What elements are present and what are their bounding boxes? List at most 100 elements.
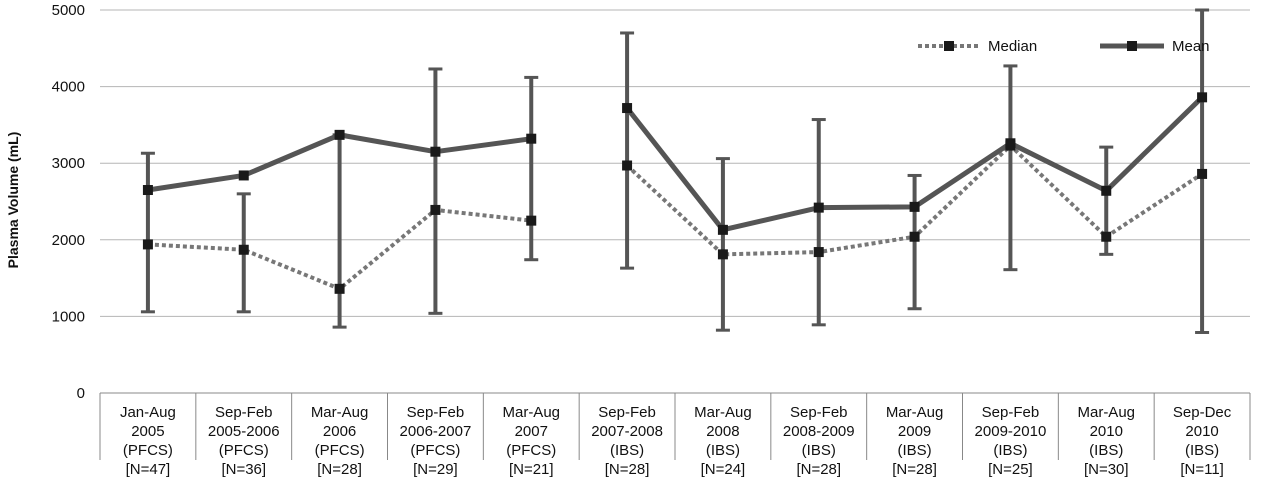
x-category-label-line: Mar-Aug	[694, 404, 752, 421]
median-point	[717, 249, 728, 260]
median-point	[430, 204, 441, 215]
x-category-label-line: (IBS)	[1185, 442, 1219, 459]
median-point	[142, 239, 153, 250]
legend: Median Mean	[918, 38, 1210, 55]
x-category-label-line: 2006-2007	[400, 423, 472, 440]
series-lines	[147, 95, 1204, 291]
median-point	[334, 283, 345, 294]
x-category-label-line: [N=36]	[221, 461, 266, 478]
y-tick-labels: 0 1000 2000 3000 4000 5000	[52, 2, 85, 402]
x-category-label-line: 2005-2006	[208, 423, 280, 440]
mean-point	[622, 103, 633, 114]
legend-median-marker	[944, 41, 954, 51]
median-point	[909, 231, 920, 242]
x-category-label-line: [N=25]	[988, 461, 1033, 478]
mean-point	[1005, 138, 1016, 149]
x-category-label-line: Sep-Feb	[215, 404, 273, 421]
mean-point	[717, 224, 728, 235]
x-category-label-line: 2009	[898, 423, 931, 440]
mean-point	[526, 133, 537, 144]
y-tick-label: 1000	[52, 308, 85, 325]
x-category-label: Sep-Feb 2007-2008 (IBS) [N=28]	[591, 404, 663, 478]
mean-point	[430, 146, 441, 157]
y-tick-label: 2000	[52, 232, 85, 249]
x-category-label-line: Mar-Aug	[502, 404, 560, 421]
median-point	[813, 247, 824, 258]
x-category-label: Mar-Aug 2006 (PFCS) [N=28]	[311, 404, 369, 478]
x-category-label-line: (PFCS)	[219, 442, 269, 459]
x-category-label-line: 2009-2010	[975, 423, 1047, 440]
x-category-label-line: Sep-Feb	[407, 404, 465, 421]
mean-point	[909, 201, 920, 212]
median-point	[238, 244, 249, 255]
x-category-label: Sep-Feb 2009-2010 (IBS) [N=25]	[975, 404, 1047, 478]
x-category-label-line: [N=29]	[413, 461, 458, 478]
mean-point	[1101, 185, 1112, 196]
x-category-label-line: 2010	[1090, 423, 1123, 440]
median-point	[622, 160, 633, 171]
x-category-label-line: 2008-2009	[783, 423, 855, 440]
x-category-label-line: [N=28]	[796, 461, 841, 478]
x-category-label-line: Mar-Aug	[311, 404, 369, 421]
x-category-label: Mar-Aug 2008 (IBS) [N=24]	[694, 404, 752, 478]
x-category-label: Jan-Aug 2005 (PFCS) [N=47]	[120, 404, 176, 478]
x-category-label-line: 2007	[515, 423, 548, 440]
x-category-label-line: [N=28]	[605, 461, 650, 478]
median-point	[1101, 231, 1112, 242]
x-category-label-line: (PFCS)	[123, 442, 173, 459]
x-category-label-line: Mar-Aug	[1077, 404, 1135, 421]
x-axis	[99, 392, 1251, 460]
y-tick-label: 4000	[52, 79, 85, 96]
y-tick-label: 5000	[52, 2, 85, 19]
x-category-label: Sep-Feb 2005-2006 (PFCS) [N=36]	[208, 404, 280, 478]
x-category-label-line: (IBS)	[610, 442, 644, 459]
x-category-label-line: 2007-2008	[591, 423, 663, 440]
x-category-label-line: [N=28]	[892, 461, 937, 478]
gridlines	[100, 9, 1250, 317]
x-category-labels: Jan-Aug 2005 (PFCS) [N=47] Sep-Feb 2005-2006 (…	[120, 404, 1232, 478]
x-category-label-line: 2010	[1185, 423, 1218, 440]
mean-point	[813, 202, 824, 213]
x-category-label-line: [N=24]	[701, 461, 746, 478]
x-category-label-line: 2008	[706, 423, 739, 440]
y-tick-label: 3000	[52, 155, 85, 172]
series-markers	[142, 92, 1208, 294]
x-category-label: Sep-Dec 2010 (IBS) [N=11]	[1173, 404, 1232, 478]
x-category-label-line: Sep-Feb	[598, 404, 656, 421]
y-axis-label: Plasma Volume (mL)	[5, 132, 21, 269]
mean-point	[142, 185, 153, 196]
x-category-label: Mar-Aug 2009 (IBS) [N=28]	[886, 404, 944, 478]
median-point	[1197, 168, 1208, 179]
x-category-label-line: (IBS)	[1089, 442, 1123, 459]
legend-mean-label: Mean	[1172, 38, 1210, 55]
error-bars	[140, 8, 1210, 334]
median-point	[526, 215, 537, 226]
x-category-label-line: (PFCS)	[315, 442, 365, 459]
x-category-label-line: Sep-Feb	[982, 404, 1040, 421]
x-category-label: Mar-Aug 2007 (PFCS) [N=21]	[502, 404, 560, 478]
x-category-label-line: (IBS)	[802, 442, 836, 459]
mean-point	[334, 129, 345, 140]
x-category-label-line: (IBS)	[706, 442, 740, 459]
x-category-label-line: 2005	[131, 423, 164, 440]
x-category-label-line: [N=28]	[317, 461, 362, 478]
x-category-label: Sep-Feb 2006-2007 (PFCS) [N=29]	[400, 404, 472, 478]
x-category-label-line: (PFCS)	[506, 442, 556, 459]
x-category-label-line: [N=21]	[509, 461, 554, 478]
mean-point	[238, 170, 249, 181]
mean-point	[1197, 92, 1208, 103]
x-category-label-line: 2006	[323, 423, 356, 440]
legend-mean-marker	[1127, 41, 1137, 51]
x-category-label-line: [N=11]	[1180, 461, 1224, 478]
x-category-label-line: Jan-Aug	[120, 404, 176, 421]
legend-median-label: Median	[988, 38, 1037, 55]
x-category-label-line: Sep-Dec	[1173, 404, 1232, 421]
x-category-label-line: Mar-Aug	[886, 404, 944, 421]
x-category-label: Sep-Feb 2008-2009 (IBS) [N=28]	[783, 404, 855, 478]
x-category-label-line: (PFCS)	[410, 442, 460, 459]
x-category-label-line: (IBS)	[897, 442, 931, 459]
x-category-label: Mar-Aug 2010 (IBS) [N=30]	[1077, 404, 1135, 478]
x-category-label-line: (IBS)	[993, 442, 1027, 459]
x-category-label-line: [N=47]	[126, 461, 171, 478]
